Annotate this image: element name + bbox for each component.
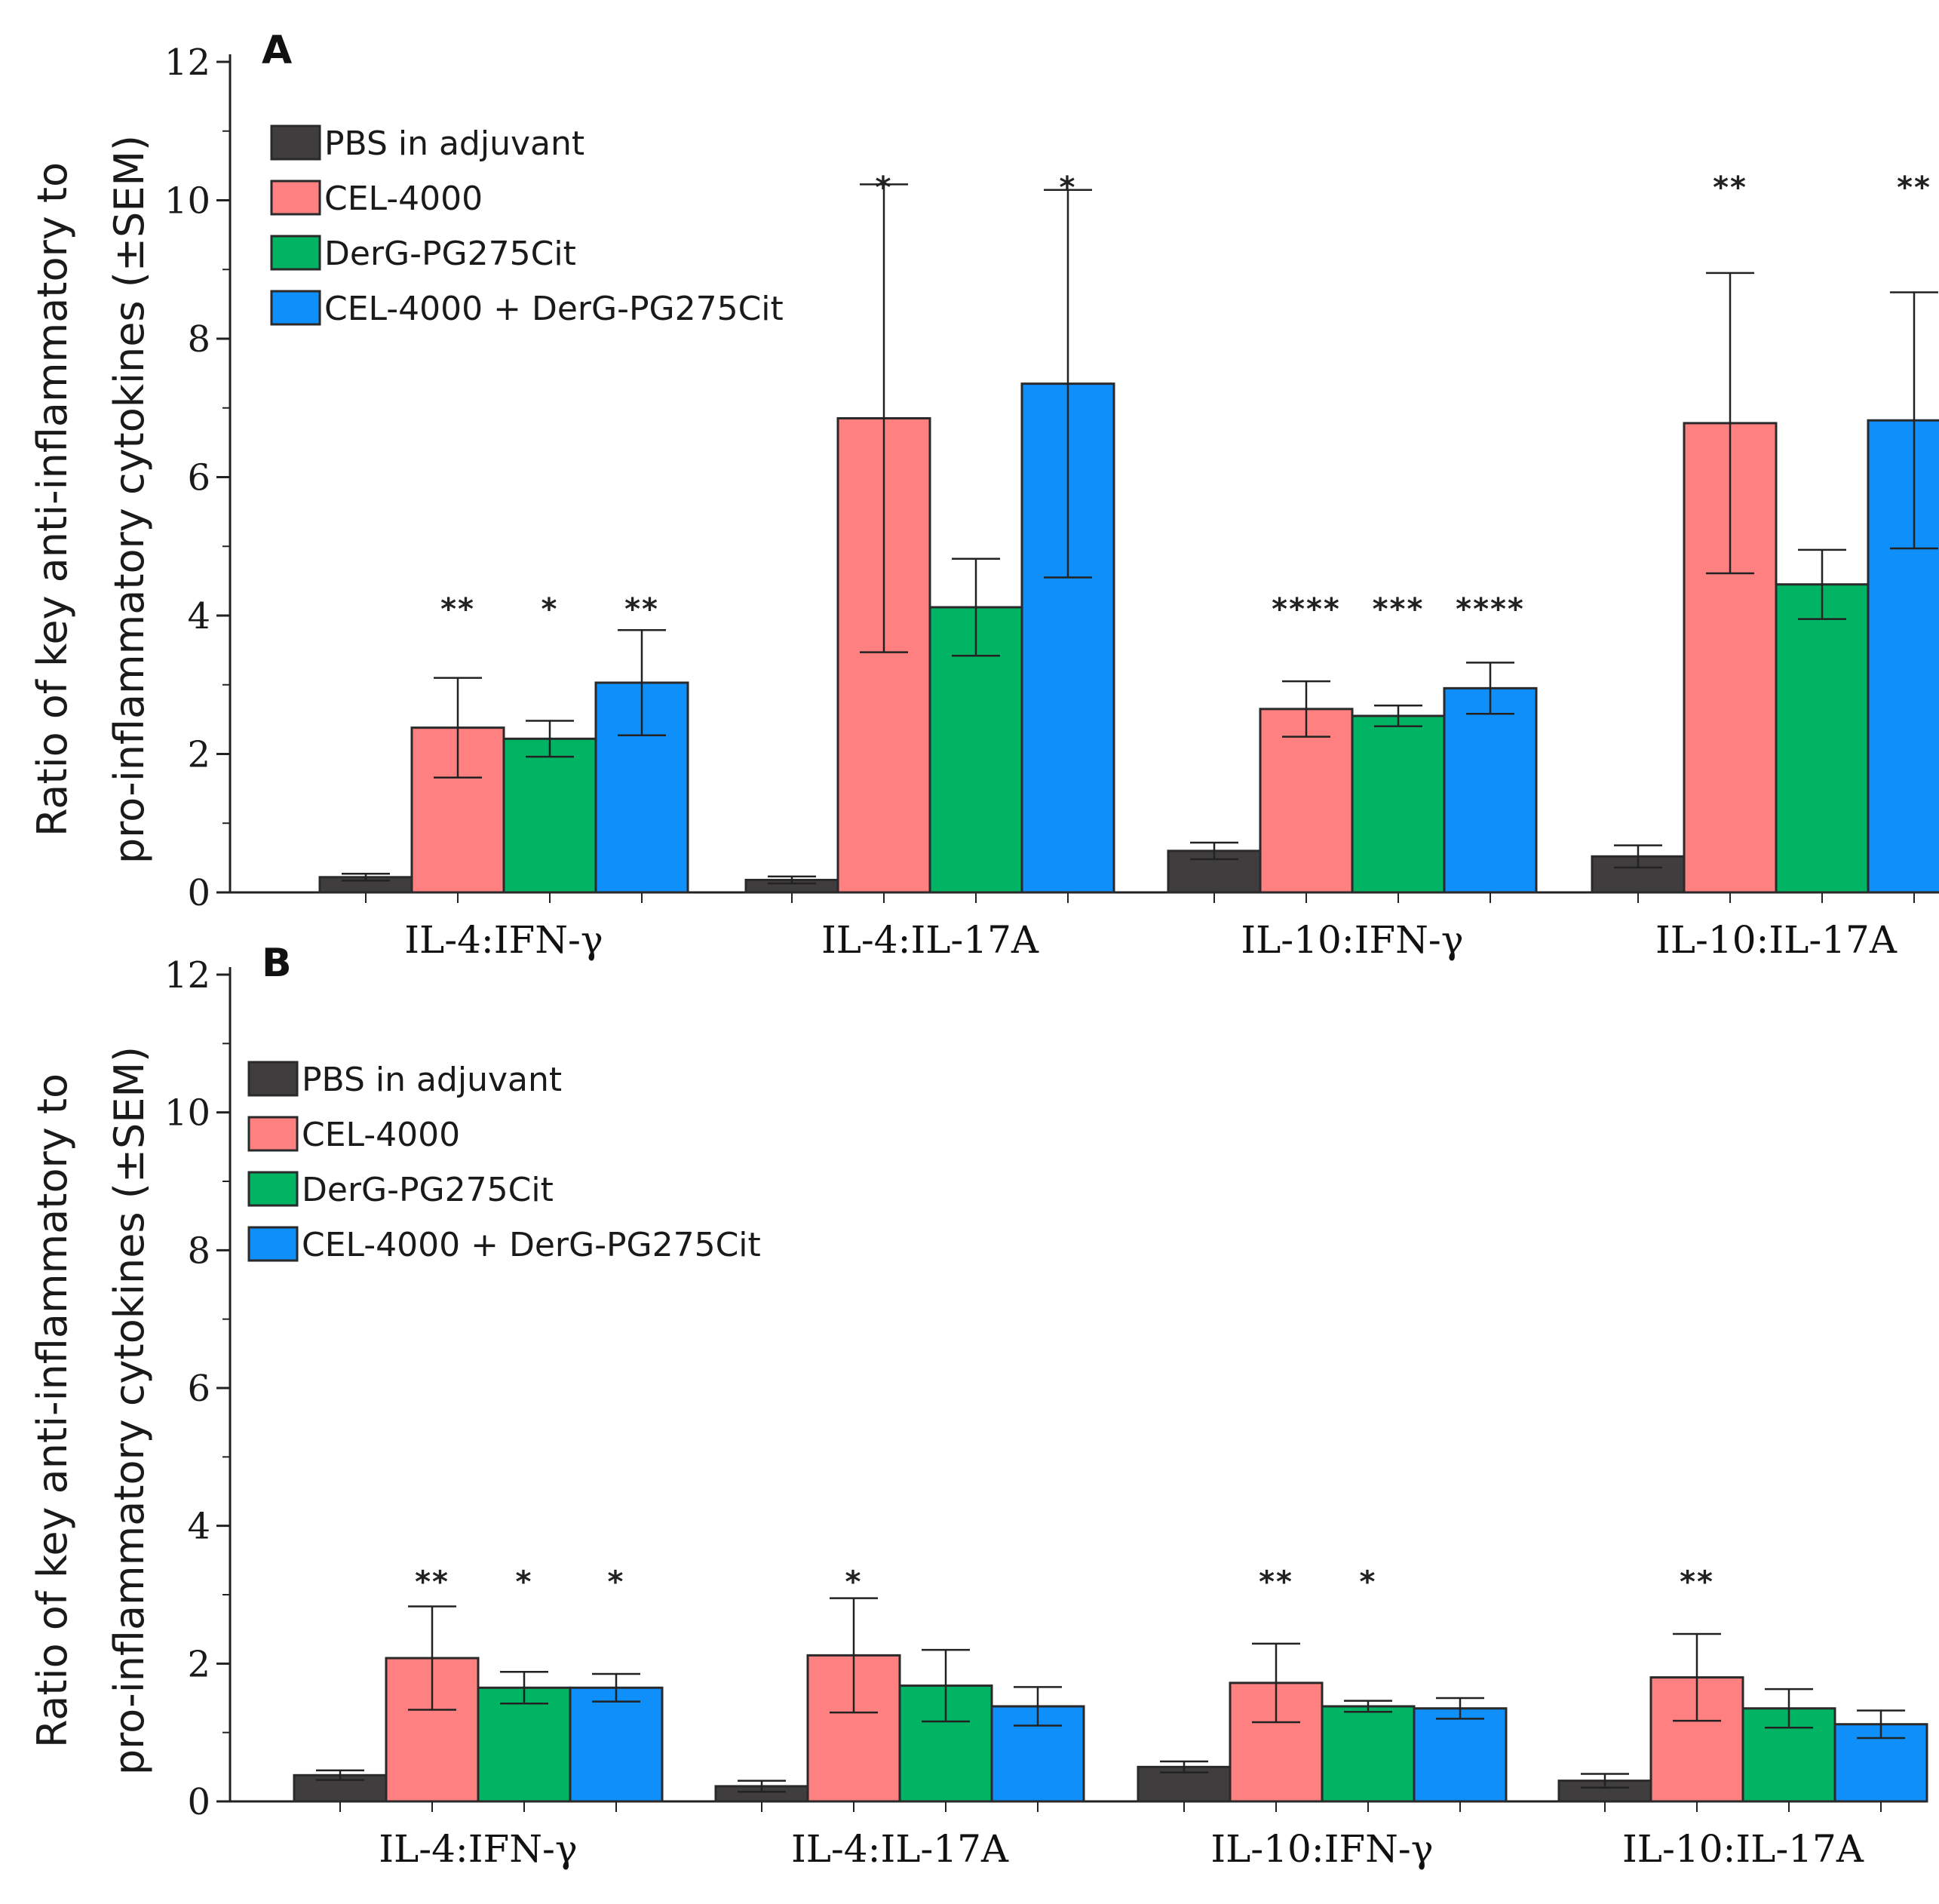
bar-derg-pg275cit: [1775, 583, 1870, 894]
legend-swatch: [270, 290, 321, 326]
legend-label: CEL-4000 + DerG-PG275Cit: [302, 1226, 761, 1264]
legend-label: DerG-PG275Cit: [324, 235, 576, 273]
legend-label: CEL-4000 + DerG-PG275Cit: [324, 290, 784, 328]
panel-A: 0 2 4 6 8 10 12 Ratio of key anti-inflammatory …: [29, 28, 1939, 962]
bar-cel-4000-derg-pg275cit: [569, 1686, 664, 1803]
y-tick-label: 10: [164, 1092, 210, 1135]
x-category-label: IL-10:IFN-γ: [1241, 918, 1463, 962]
bar-cel-4000-derg-pg275cit: [1867, 419, 1939, 894]
y-tick-label: 12: [164, 41, 210, 84]
legend-swatch: [247, 1226, 299, 1262]
significance-marker: **: [1680, 1565, 1714, 1600]
bar-derg-pg275cit: [1321, 1705, 1416, 1803]
y-axis-label-line1: Ratio of key anti-inflammatory to: [29, 1073, 76, 1748]
significance-marker: **: [624, 592, 659, 627]
legend-label: DerG-PG275Cit: [302, 1171, 554, 1209]
y-axis-label-line2: pro-inflammatory cytokines (±SEM): [106, 1046, 153, 1775]
bar-cel-4000: [1259, 708, 1354, 894]
panel-B: 0 2 4 6 8 10 12 Ratio of key anti-inflammatory …: [29, 941, 1928, 1871]
significance-marker: *: [542, 592, 559, 627]
x-category-label: IL-4:IL-17A: [821, 918, 1039, 962]
significance-marker: ****: [1272, 592, 1341, 627]
significance-marker: **: [1897, 170, 1931, 205]
y-tick-label: 6: [187, 1368, 210, 1410]
significance-marker: *: [1060, 170, 1077, 205]
bar-pbs-in-adjuvant: [1167, 849, 1262, 894]
x-category-label: IL-4:IFN-γ: [404, 918, 603, 962]
y-tick-label: 4: [187, 595, 210, 637]
x-category-label: IL-10:IL-17A: [1655, 918, 1898, 962]
significance-marker: ****: [1456, 592, 1525, 627]
y-axis-label-line2: pro-inflammatory cytokines (±SEM): [106, 135, 153, 864]
y-tick-label: 8: [187, 318, 210, 361]
panel-label: B: [262, 941, 292, 986]
x-category-label: IL-4:IL-17A: [791, 1827, 1009, 1871]
significance-marker: *: [1360, 1565, 1377, 1600]
legend-label: CEL-4000: [324, 180, 483, 218]
significance-marker: *: [516, 1565, 533, 1600]
significance-marker: ***: [1373, 592, 1425, 627]
x-category-label: IL-4:IFN-γ: [379, 1827, 577, 1871]
y-tick-label: 6: [187, 457, 210, 499]
bar-cel-4000-derg-pg275cit: [1443, 686, 1538, 894]
legend: PBS in adjuvant CEL-4000 DerG-PG275Cit CEL-…: [247, 1061, 761, 1264]
significance-marker: **: [440, 592, 475, 627]
x-category-label: IL-10:IL-17A: [1622, 1827, 1864, 1871]
y-tick-label: 2: [187, 734, 210, 776]
significance-marker: *: [876, 170, 893, 205]
legend-swatch: [270, 180, 321, 216]
y-tick-label: 0: [187, 1781, 210, 1823]
legend-swatch: [247, 1171, 299, 1207]
x-category-label: IL-10:IFN-γ: [1210, 1827, 1433, 1871]
legend-label: PBS in adjuvant: [324, 124, 584, 163]
y-tick-label: 0: [187, 872, 210, 914]
panel-label: A: [262, 28, 292, 73]
y-tick-label: 12: [164, 954, 210, 997]
legend-swatch: [247, 1116, 299, 1152]
legend-swatch: [270, 124, 321, 161]
significance-marker: **: [1259, 1565, 1293, 1600]
legend-swatch: [270, 235, 321, 271]
legend-swatch: [247, 1061, 299, 1097]
y-tick-label: 8: [187, 1230, 210, 1272]
bar-derg-pg275cit: [477, 1686, 572, 1803]
bar-derg-pg275cit: [502, 737, 597, 894]
significance-marker: *: [845, 1565, 863, 1600]
bar-derg-pg275cit: [1351, 714, 1446, 894]
legend: PBS in adjuvant CEL-4000 DerG-PG275Cit CEL-…: [270, 124, 784, 328]
legend-label: PBS in adjuvant: [302, 1061, 562, 1099]
legend-label: CEL-4000: [302, 1116, 460, 1154]
bar-cel-4000-derg-pg275cit: [1413, 1707, 1508, 1803]
y-tick-label: 10: [164, 180, 210, 223]
significance-marker: **: [415, 1565, 449, 1600]
significance-marker: *: [608, 1565, 625, 1600]
significance-marker: **: [1713, 170, 1747, 205]
y-tick-label: 2: [187, 1643, 210, 1685]
y-axis-label-line1: Ratio of key anti-inflammatory to: [29, 162, 76, 837]
y-tick-label: 4: [187, 1506, 210, 1548]
